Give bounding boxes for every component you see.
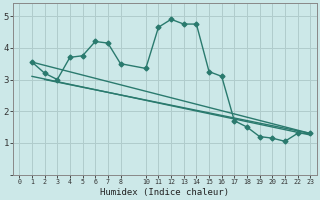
X-axis label: Humidex (Indice chaleur): Humidex (Indice chaleur) — [100, 188, 229, 197]
